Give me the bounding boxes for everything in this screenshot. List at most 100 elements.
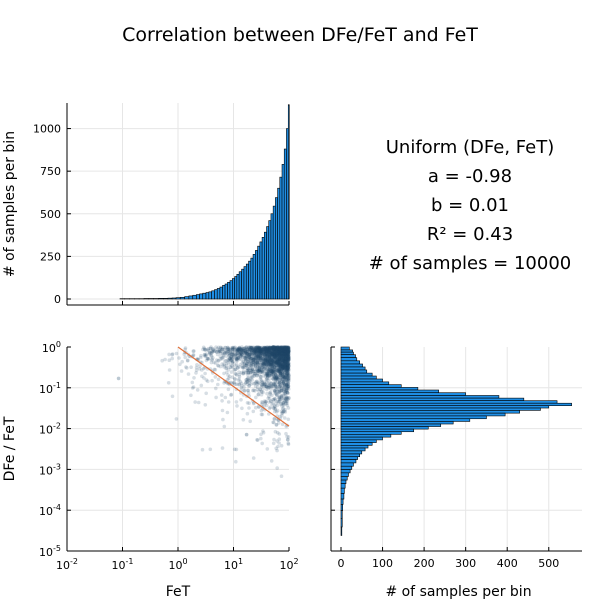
scatter-point xyxy=(280,351,284,355)
scatter-point xyxy=(280,346,285,351)
scatter-point xyxy=(264,347,269,352)
scatter-point xyxy=(242,382,246,387)
scatter-point xyxy=(272,359,277,364)
scatter-point xyxy=(263,345,268,350)
scatter-point xyxy=(272,345,277,350)
scatter-point xyxy=(280,346,285,351)
scatter-point xyxy=(281,349,286,354)
scatter-point xyxy=(267,349,271,354)
scatter-point xyxy=(283,347,288,351)
scatter-point xyxy=(280,361,285,365)
scatter-point xyxy=(282,359,287,364)
scatter-point xyxy=(265,373,270,377)
scatter-point xyxy=(287,346,291,351)
scatter-point xyxy=(234,357,239,361)
scatter-point xyxy=(256,362,261,367)
scatter-point xyxy=(262,345,267,350)
scatter-point xyxy=(286,348,290,353)
scatter-point xyxy=(238,380,243,384)
scatter-point xyxy=(255,385,260,390)
scatter-point xyxy=(270,369,275,374)
scatter-point xyxy=(265,345,269,349)
scatter-point xyxy=(286,349,291,354)
ratio-hist-bar xyxy=(340,412,506,417)
scatter-point xyxy=(272,364,276,369)
scatter-point xyxy=(285,350,290,355)
scatter-point xyxy=(245,359,250,364)
scatter-point xyxy=(286,356,291,361)
scatter-point xyxy=(227,356,232,361)
scatter-point xyxy=(278,346,282,351)
scatter-point xyxy=(268,366,273,370)
scatter-point xyxy=(206,356,211,361)
scatter-point xyxy=(272,351,276,355)
scatter-point xyxy=(241,369,246,373)
scatter-point xyxy=(280,348,284,353)
scatter-point xyxy=(271,398,276,402)
scatter-point xyxy=(285,354,289,359)
scatter-point xyxy=(272,354,276,359)
scatter-point xyxy=(262,345,267,350)
scatter-point xyxy=(266,346,271,350)
scatter-point xyxy=(274,346,279,351)
scatter-point xyxy=(224,359,228,363)
scatter-point xyxy=(277,357,282,362)
stats-r2: R² = 0.43 xyxy=(426,224,514,245)
scatter-point xyxy=(267,350,272,355)
scatter-point xyxy=(208,346,213,351)
scatter-point xyxy=(271,370,276,374)
scatter-point xyxy=(274,376,279,381)
ratio-hist-bar xyxy=(340,453,360,458)
scatter-point xyxy=(274,351,279,355)
scatter-point xyxy=(250,363,254,368)
scatter-point xyxy=(271,362,276,367)
scatter-point xyxy=(272,416,277,421)
scatter-point xyxy=(243,381,248,385)
scatter-point xyxy=(249,346,253,350)
scatter-point xyxy=(286,348,290,352)
scatter-point xyxy=(248,360,252,365)
scatter-point xyxy=(270,366,274,371)
scatter-point xyxy=(218,357,223,361)
scatter-point xyxy=(207,350,212,355)
scatter-point xyxy=(279,350,283,355)
scatter-point xyxy=(272,345,277,349)
ratio-hist-bar xyxy=(340,372,373,377)
scatter-point xyxy=(180,359,184,364)
scatter-point xyxy=(270,364,275,368)
scatter-point xyxy=(271,352,276,356)
scatter-point xyxy=(281,359,285,363)
scatter-point xyxy=(243,349,248,353)
scatter-point xyxy=(277,347,282,352)
scatter-point xyxy=(232,362,236,366)
scatter-point xyxy=(271,351,276,356)
scatter-point xyxy=(270,351,274,355)
ratio-hist-x-tick-label: 500 xyxy=(538,557,559,570)
scatter-point xyxy=(274,401,278,406)
scatter-point xyxy=(282,368,286,373)
scatter-point xyxy=(276,372,280,377)
scatter-point xyxy=(183,346,188,350)
scatter-point xyxy=(272,369,276,374)
scatter-point xyxy=(209,358,214,362)
scatter-point xyxy=(282,366,287,370)
scatter-point xyxy=(269,348,274,353)
scatter-point xyxy=(224,361,229,366)
scatter-point xyxy=(270,372,274,377)
scatter-point xyxy=(251,372,256,376)
scatter-point xyxy=(286,351,290,355)
scatter-point xyxy=(278,345,283,350)
scatter-point xyxy=(274,355,279,360)
scatter-point xyxy=(283,350,287,355)
scatter-point xyxy=(233,348,238,353)
scatter-point xyxy=(265,374,270,378)
scatter-point xyxy=(241,350,246,355)
scatter-point xyxy=(270,402,274,407)
scatter-point xyxy=(286,362,290,367)
scatter-point xyxy=(272,404,277,409)
scatter-point xyxy=(276,360,280,364)
scatter-point xyxy=(251,348,256,353)
scatter-point xyxy=(269,360,274,365)
scatter-point xyxy=(237,350,242,354)
scatter-point xyxy=(286,356,291,361)
